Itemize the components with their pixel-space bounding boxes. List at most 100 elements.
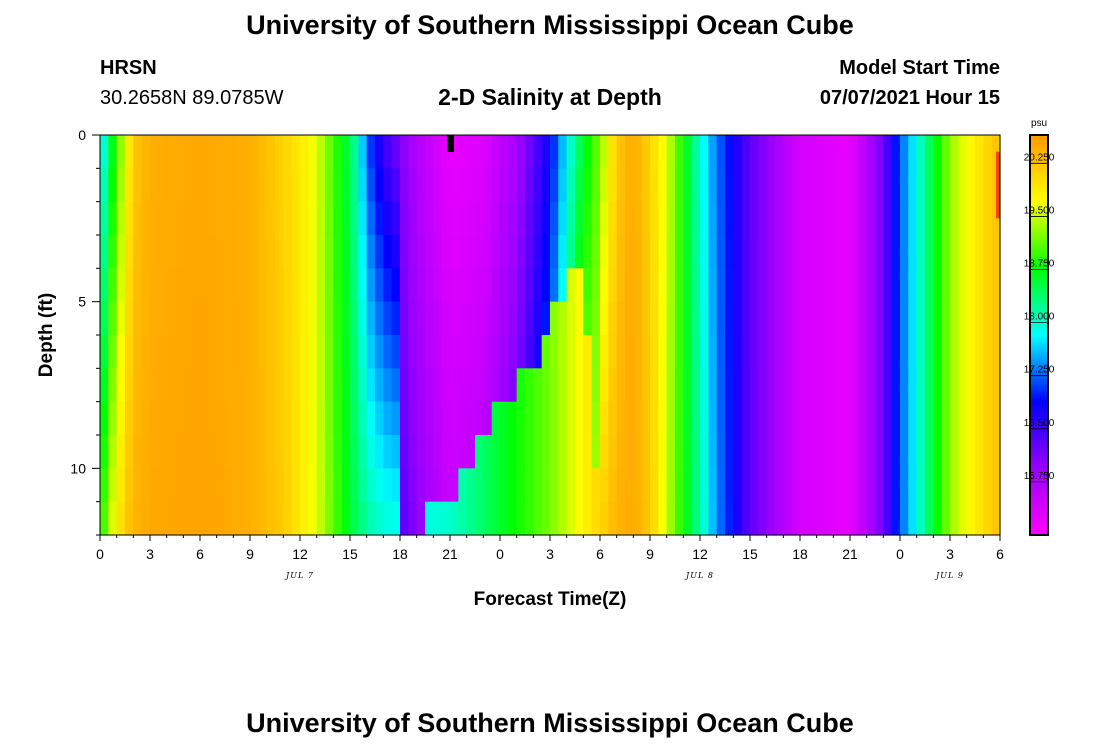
heatmap-cell bbox=[650, 435, 659, 469]
heatmap-cell bbox=[316, 401, 326, 436]
heatmap-cell bbox=[833, 201, 843, 236]
heatmap-cell bbox=[475, 501, 484, 536]
heatmap-cell bbox=[233, 268, 243, 303]
heatmap-cell bbox=[291, 235, 301, 269]
heatmap-cell bbox=[725, 168, 734, 203]
heatmap-cell bbox=[816, 201, 826, 236]
heatmap-cell bbox=[516, 335, 526, 369]
heatmap-cell bbox=[450, 135, 459, 169]
heatmap-cell bbox=[983, 301, 993, 336]
heatmap-cell bbox=[175, 135, 184, 169]
heatmap-cell bbox=[475, 201, 484, 236]
heatmap-cell bbox=[566, 401, 576, 436]
heatmap-cell bbox=[116, 168, 126, 203]
heatmap-cell bbox=[858, 235, 868, 269]
heatmap-cell bbox=[358, 268, 368, 303]
heatmap-cell bbox=[833, 235, 843, 269]
heatmap-cell bbox=[466, 401, 476, 436]
heatmap-cell bbox=[691, 301, 701, 336]
heatmap-cell bbox=[825, 335, 834, 369]
heatmap-cell bbox=[508, 301, 518, 336]
heatmap-cell bbox=[391, 168, 401, 203]
heatmap-cell bbox=[458, 235, 468, 269]
heatmap-cell bbox=[491, 435, 501, 469]
heatmap-cell bbox=[766, 368, 776, 403]
heatmap-cell bbox=[625, 301, 634, 336]
heatmap-cell bbox=[383, 301, 393, 336]
heatmap-cell bbox=[841, 201, 851, 236]
heatmap-cell bbox=[183, 301, 193, 336]
heatmap-cell bbox=[950, 368, 959, 403]
heatmap-cell bbox=[200, 168, 209, 203]
heatmap-cell bbox=[641, 401, 651, 436]
heatmap-cell bbox=[458, 268, 468, 303]
heatmap-cell bbox=[783, 201, 793, 236]
heatmap-cell bbox=[141, 401, 151, 436]
heatmap-cell bbox=[525, 368, 534, 403]
heatmap-cell bbox=[525, 135, 534, 169]
heatmap-cell bbox=[791, 235, 801, 269]
heatmap-cell bbox=[725, 501, 734, 536]
heatmap-cell bbox=[408, 335, 418, 369]
heatmap-cell bbox=[916, 401, 926, 436]
heatmap-cell bbox=[633, 501, 643, 536]
heatmap-cell bbox=[641, 368, 651, 403]
heatmap-cell bbox=[658, 468, 668, 503]
heatmap-cell bbox=[266, 235, 276, 269]
heatmap-cell bbox=[425, 201, 434, 236]
heatmap-cell bbox=[116, 468, 126, 503]
heatmap-cell bbox=[600, 335, 609, 369]
heatmap-cell bbox=[908, 435, 918, 469]
heatmap-cell bbox=[500, 501, 509, 536]
colorbar-ticks: 20.250 19.500 18.750 18.000 17.250 16.500 15.7… bbox=[1024, 152, 1055, 483]
heatmap-cell bbox=[550, 368, 559, 403]
heatmap-cell bbox=[491, 368, 501, 403]
heatmap-cell bbox=[658, 401, 668, 436]
heatmap-cell bbox=[683, 501, 693, 536]
heatmap-cell bbox=[191, 368, 201, 403]
heatmap-cell bbox=[391, 401, 401, 436]
heatmap-cell bbox=[991, 268, 1001, 303]
y-axis: 0 5 10 bbox=[70, 127, 100, 536]
heatmap-cell bbox=[175, 401, 184, 436]
heatmap-cell bbox=[508, 401, 518, 436]
heatmap-cell bbox=[383, 135, 393, 169]
heatmap-cell bbox=[250, 301, 259, 336]
x-axis-label: Forecast Time(Z) bbox=[474, 589, 627, 610]
heatmap-cell bbox=[241, 135, 251, 169]
heatmap-cell bbox=[733, 135, 743, 169]
heatmap-cell bbox=[708, 435, 718, 469]
heatmap-cell bbox=[750, 501, 759, 536]
heatmap-cell bbox=[691, 501, 701, 536]
heatmap-cell bbox=[833, 468, 843, 503]
heatmap-cell bbox=[841, 168, 851, 203]
heatmap-cell bbox=[708, 501, 718, 536]
heatmap-cell bbox=[566, 268, 576, 303]
heatmap-cell bbox=[758, 268, 768, 303]
heatmap-cell bbox=[991, 468, 1001, 503]
heatmap-cell bbox=[741, 368, 751, 403]
heatmap-cell bbox=[375, 135, 384, 169]
heatmap-cell bbox=[133, 501, 143, 536]
heatmap-cell bbox=[325, 235, 334, 269]
heatmap-cell bbox=[241, 401, 251, 436]
heatmap-cell bbox=[883, 401, 893, 436]
heatmap-cell bbox=[300, 435, 309, 469]
x-tick-label: 21 bbox=[442, 546, 458, 562]
heatmap-cell bbox=[391, 368, 401, 403]
heatmap-cell bbox=[533, 301, 543, 336]
heatmap-cell bbox=[658, 501, 668, 536]
heatmap-cell bbox=[191, 135, 201, 169]
heatmap-cell bbox=[225, 435, 234, 469]
heatmap-cell bbox=[666, 435, 676, 469]
heatmap-cell bbox=[216, 168, 226, 203]
heatmap-cell bbox=[641, 335, 651, 369]
heatmap-cell bbox=[158, 368, 168, 403]
heatmap-cell bbox=[825, 301, 834, 336]
heatmap-cell bbox=[350, 401, 359, 436]
heatmap-cell bbox=[633, 401, 643, 436]
heatmap-cell bbox=[308, 468, 318, 503]
heatmap-cell bbox=[500, 401, 509, 436]
heatmap-cell bbox=[741, 268, 751, 303]
heatmap-cell bbox=[150, 468, 159, 503]
